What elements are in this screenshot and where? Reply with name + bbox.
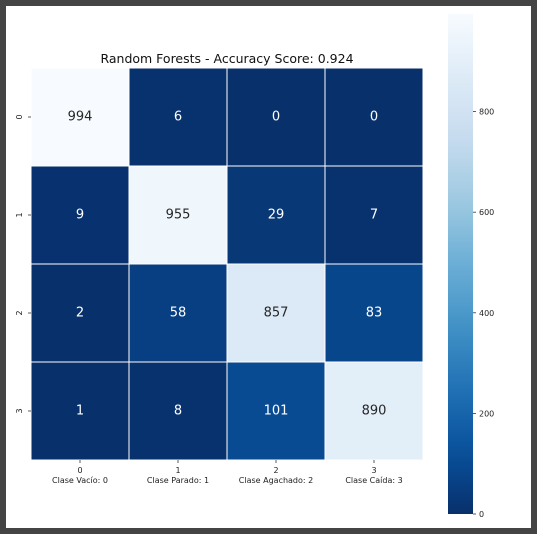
chart-title: Random Forests - Accuracy Score: 0.924	[100, 51, 353, 66]
heatmap-cells: 994 6 0 0 9 955 29 7 2 58 857 83 1 8 101 890	[30, 67, 424, 461]
y-tick-labels: 0 1 2 3	[15, 114, 31, 414]
heatmap-cell-3-0	[30, 361, 130, 461]
cell-value-2-3: 83	[366, 306, 383, 321]
cell-value-1-2: 29	[268, 208, 285, 223]
y-tick-label-2: 2	[15, 310, 24, 315]
cell-value-2-1: 58	[170, 306, 187, 321]
colorbar-tick-label-4: 800	[479, 108, 494, 117]
heatmap-cell-2-0	[30, 263, 130, 363]
heatmap-cell-3-3	[324, 361, 424, 461]
cell-value-0-1: 6	[174, 110, 182, 125]
x-tick-label-1: 1 Clase Parado: 1	[147, 466, 209, 485]
cell-value-3-2: 101	[264, 404, 289, 419]
x-tick-labels: 0 Clase Vacío: 0 1 Clase Parado: 1 2 Clase Ag…	[52, 460, 403, 485]
heatmap-cell-0-0	[30, 67, 130, 167]
cell-value-3-3: 890	[362, 404, 387, 419]
cell-value-3-1: 8	[174, 404, 182, 419]
y-tick-label-0: 0	[15, 114, 24, 119]
heatmap-cell-1-2	[226, 165, 326, 265]
heatmap-cell-0-1	[128, 67, 228, 167]
heatmap-cell-0-2	[226, 67, 326, 167]
colorbar-tick-label-0: 0	[479, 510, 484, 519]
heatmap-cell-2-3	[324, 263, 424, 363]
x-tick-label-0: 0 Clase Vacío: 0	[52, 466, 108, 485]
cell-value-2-2: 857	[264, 306, 289, 321]
colorbar-gradient	[448, 14, 473, 514]
cell-value-3-0: 1	[76, 404, 84, 419]
heatmap-cell-1-0	[30, 165, 130, 265]
colorbar-tick-label-2: 400	[479, 309, 494, 318]
cell-value-2-0: 2	[76, 306, 84, 321]
heatmap-cell-2-2	[226, 263, 326, 363]
y-tick-label-1: 1	[15, 212, 24, 217]
cell-value-0-0: 994	[68, 110, 93, 125]
heatmap-cell-0-3	[324, 67, 424, 167]
colorbar-tick-label-1: 200	[479, 409, 494, 418]
x-tick-label-3: 3 Clase Caída: 3	[345, 466, 402, 485]
colorbar-tick-label-3: 600	[479, 208, 494, 217]
cell-value-1-1: 955	[166, 208, 191, 223]
cell-value-1-0: 9	[76, 208, 84, 223]
cell-value-1-3: 7	[370, 208, 378, 223]
cell-value-0-3: 0	[370, 110, 378, 125]
x-tick-label-2: 2 Clase Agachado: 2	[239, 466, 313, 485]
y-tick-label-3: 3	[15, 408, 24, 413]
heatmap-cell-3-1	[128, 361, 228, 461]
heatmap-cell-3-2	[226, 361, 326, 461]
colorbar: 0 200 400 600 800	[448, 14, 494, 519]
cell-value-0-2: 0	[272, 110, 280, 125]
